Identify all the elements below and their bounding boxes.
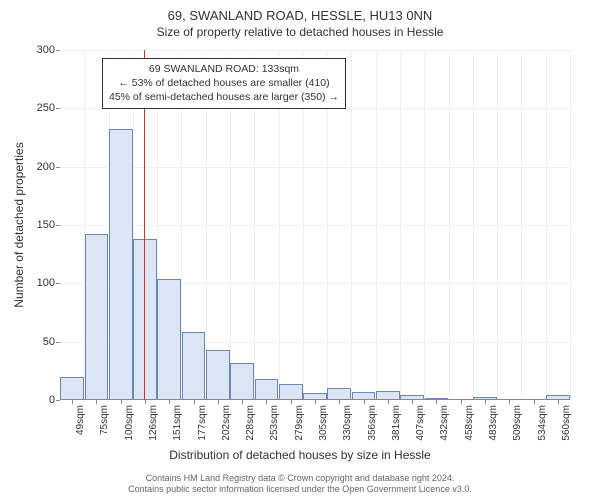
x-tick-mark: [436, 400, 437, 404]
x-axis-baseline: [60, 399, 570, 400]
x-tick-mark: [169, 400, 170, 404]
x-tick-mark: [266, 400, 267, 404]
x-tick-mark: [218, 400, 219, 404]
y-tick-label: 200: [37, 161, 55, 173]
y-tick-label: 50: [43, 336, 55, 348]
y-tick-label: 0: [49, 394, 55, 406]
x-tick-mark: [558, 400, 559, 404]
x-tick-mark: [72, 400, 73, 404]
gridline-v: [449, 50, 450, 400]
histogram-bar: [60, 377, 84, 400]
y-tick-label: 100: [37, 277, 55, 289]
x-tick-mark: [242, 400, 243, 404]
gridline-v: [400, 50, 401, 400]
chart-container: 69, SWANLAND ROAD, HESSLE, HU13 0NN Size…: [0, 0, 600, 500]
histogram-bar: [157, 279, 181, 400]
histogram-bar: [255, 379, 279, 400]
y-tick-mark: [56, 167, 60, 168]
footer-line2: Contains public sector information licen…: [0, 484, 600, 496]
annotation-line: 45% of semi-detached houses are larger (…: [109, 90, 339, 104]
x-tick-mark: [145, 400, 146, 404]
gridline-v: [376, 50, 377, 400]
y-tick-mark: [56, 342, 60, 343]
y-tick-mark: [56, 400, 60, 401]
gridline-h: [60, 50, 570, 51]
y-tick-label: 300: [37, 44, 55, 56]
y-tick-label: 150: [37, 219, 55, 231]
x-tick-mark: [121, 400, 122, 404]
footer-attribution: Contains HM Land Registry data © Crown c…: [0, 473, 600, 496]
histogram-bar: [182, 332, 206, 400]
y-tick-label: 250: [37, 102, 55, 114]
y-tick-mark: [56, 283, 60, 284]
gridline-v: [546, 50, 547, 400]
x-tick-mark: [412, 400, 413, 404]
x-tick-mark: [509, 400, 510, 404]
annotation-box: 69 SWANLAND ROAD: 133sqm← 53% of detache…: [102, 58, 346, 109]
x-axis-label: Distribution of detached houses by size …: [0, 448, 600, 462]
x-tick-mark: [461, 400, 462, 404]
x-tick-mark: [388, 400, 389, 404]
plot: 05010015020025030049sqm75sqm100sqm126sqm…: [60, 50, 570, 400]
gridline-v: [570, 50, 571, 400]
x-tick-mark: [534, 400, 535, 404]
gridline-v: [497, 50, 498, 400]
x-tick-mark: [291, 400, 292, 404]
x-tick-mark: [364, 400, 365, 404]
x-tick-mark: [315, 400, 316, 404]
y-tick-mark: [56, 108, 60, 109]
histogram-bar: [279, 384, 303, 400]
gridline-h: [60, 225, 570, 226]
gridline-v: [424, 50, 425, 400]
chart-title-sub: Size of property relative to detached ho…: [0, 23, 600, 39]
x-tick-mark: [194, 400, 195, 404]
histogram-bar: [206, 350, 230, 400]
annotation-line: ← 53% of detached houses are smaller (41…: [109, 76, 339, 90]
gridline-v: [351, 50, 352, 400]
histogram-bar: [85, 234, 109, 400]
footer-line1: Contains HM Land Registry data © Crown c…: [0, 473, 600, 485]
histogram-bar: [133, 239, 157, 400]
x-tick-mark: [339, 400, 340, 404]
x-tick-mark: [96, 400, 97, 404]
x-tick-mark: [485, 400, 486, 404]
chart-title-main: 69, SWANLAND ROAD, HESSLE, HU13 0NN: [0, 0, 600, 23]
annotation-line: 69 SWANLAND ROAD: 133sqm: [109, 62, 339, 76]
gridline-h: [60, 167, 570, 168]
histogram-bar: [109, 129, 133, 400]
gridline-v: [473, 50, 474, 400]
y-axis-label: Number of detached properties: [12, 142, 26, 307]
plot-area: 05010015020025030049sqm75sqm100sqm126sqm…: [60, 50, 570, 400]
gridline-v: [521, 50, 522, 400]
y-tick-mark: [56, 50, 60, 51]
y-tick-mark: [56, 225, 60, 226]
histogram-bar: [230, 363, 254, 400]
